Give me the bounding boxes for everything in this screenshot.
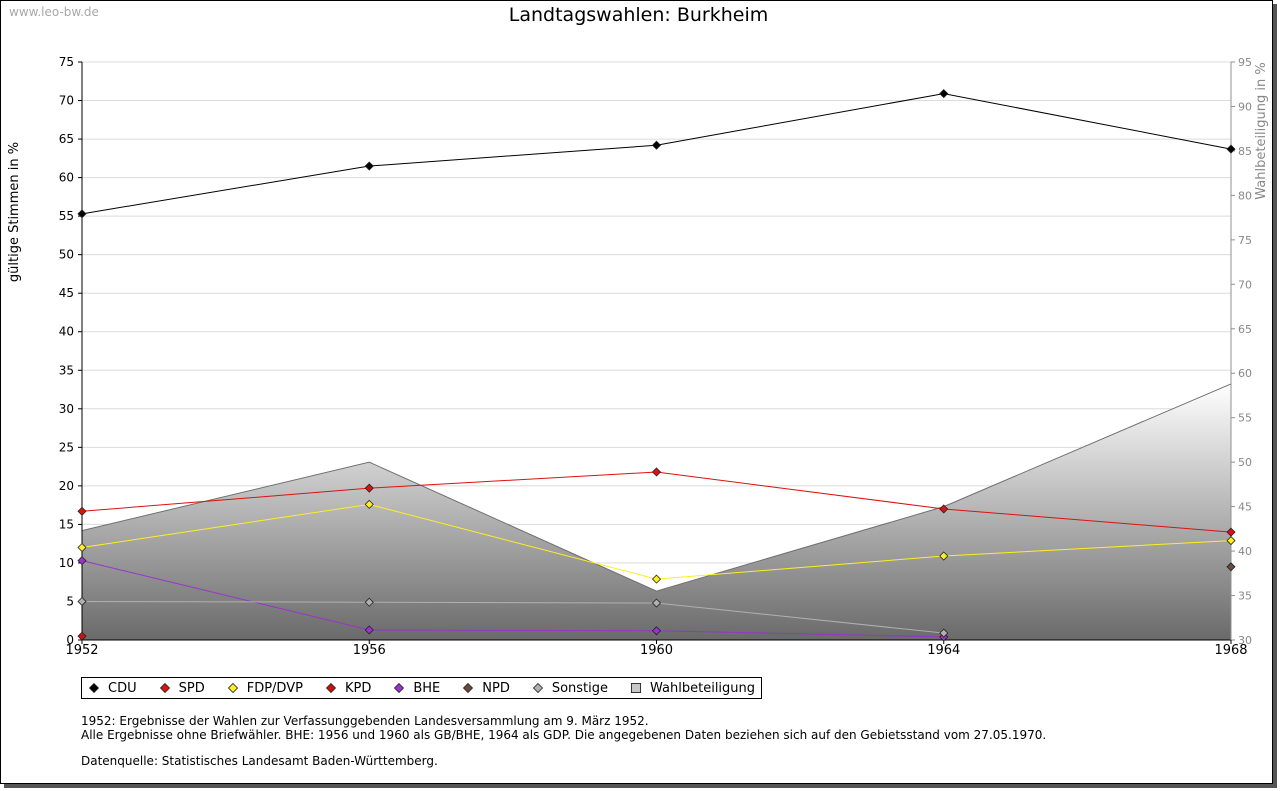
fdp-dvp-point (1226, 536, 1236, 546)
cdu-point (77, 209, 87, 219)
y-tick-label: 65 (59, 132, 74, 146)
y2-tick-label: 50 (1238, 456, 1252, 469)
y-tick-label: 20 (59, 479, 74, 493)
y2-tick-label: 40 (1238, 545, 1252, 558)
legend-label-npd: NPD (482, 680, 510, 696)
legend-swatch-bhe (394, 682, 405, 694)
y2-tick-label: 70 (1238, 278, 1252, 291)
watermark: www.leo-bw.de (9, 5, 99, 19)
bhe-point (364, 625, 374, 635)
y2-tick-label: 90 (1238, 100, 1252, 113)
y-tick-label: 70 (59, 94, 74, 108)
x-tick-label: 1968 (1214, 643, 1247, 658)
legend-item-npd: NPD (462, 681, 510, 696)
y2-axis-label: Wahlbeteiligung in % (1254, 62, 1269, 199)
x-tick-label: 1960 (640, 643, 673, 658)
cdu-point (939, 89, 949, 99)
cdu-line (81, 93, 1232, 215)
y-tick-label: 60 (59, 171, 74, 185)
data-source: Datenquelle: Statistisches Landesamt Bad… (81, 754, 438, 768)
legend-label-sonstige: Sonstige (551, 680, 609, 696)
y-tick-label: 0 (66, 633, 74, 647)
y2-tick-label: 55 (1238, 412, 1252, 425)
spd-point (939, 504, 949, 514)
y-tick-label: 25 (59, 440, 74, 454)
legend-item-wahlbeteiligung: Wahlbeteiligung (630, 681, 755, 696)
y2-tick-label: 60 (1238, 367, 1252, 380)
y2-tick-label: 95 (1238, 56, 1252, 69)
cdu-point (651, 140, 662, 150)
legend-swatch-wahlbeteiligung (631, 683, 642, 693)
fdp-dvp-point (77, 542, 87, 553)
bhe-line (81, 560, 944, 638)
note-line-1: 1952: Ergebnisse der Wahlen zur Verfassu… (81, 714, 649, 728)
x-tick-label: 1956 (353, 643, 386, 658)
y-tick-label: 15 (59, 517, 74, 531)
legend-item-bhe: BHE (393, 681, 440, 696)
legend-swatch-npd (463, 682, 474, 694)
y2-tick-label: 65 (1238, 323, 1252, 336)
legend-label-cdu: CDU (108, 680, 137, 696)
legend-swatch-kpd (325, 682, 337, 694)
fdp-dvp-point (364, 499, 374, 509)
sonstige-point (651, 598, 662, 608)
legend-label-spd: SPD (178, 680, 205, 696)
turnout-area (82, 383, 1231, 640)
y-tick-label: 30 (59, 402, 74, 416)
legend: CDU SPD FDP/DVP KPD BHE NPD Sonstige Wahlbeteil… (81, 677, 763, 699)
fdp-dvp-point (939, 551, 949, 561)
y-tick-label: 45 (59, 286, 74, 300)
spd-point (651, 467, 662, 477)
spd-point (364, 483, 374, 493)
sonstige-point (77, 596, 87, 607)
y-tick-label: 55 (59, 209, 74, 223)
chart-svg: 0 5 10 15 20 25 30 35 40 45 50 55 60 65 70 75 30 35 40 45 50… (7, 55, 1269, 658)
x-tick-label: 1952 (65, 643, 98, 658)
cdu-point (1226, 144, 1236, 154)
legend-swatch-fdp-dvp (227, 682, 238, 694)
y2-tick-label: 75 (1238, 234, 1252, 247)
legend-label-bhe: BHE (413, 680, 441, 696)
legend-swatch-sonstige (532, 682, 543, 694)
legend-swatch-cdu (88, 682, 100, 694)
y2-tick-label: 85 (1238, 145, 1252, 158)
y-axis-label: gültige Stimmen in % (7, 142, 22, 282)
kpd-point (77, 631, 87, 641)
cdu-point (364, 161, 374, 171)
fdp-dvp-point (651, 574, 662, 584)
legend-item-fdp-dvp: FDP/DVP (227, 681, 303, 696)
y-tick-label: 75 (59, 55, 74, 69)
y-tick-label: 50 (59, 248, 74, 262)
legend-item-kpd: KPD (325, 681, 371, 696)
y-tick-label: 5 (66, 594, 74, 608)
sonstige-point (939, 628, 949, 638)
spd-point (77, 506, 87, 516)
chart-title: Landtagswahlen: Burkheim (508, 4, 769, 26)
bhe-point (77, 556, 87, 566)
y-tick-label: 10 (59, 556, 74, 570)
y2-tick-label: 35 (1238, 590, 1252, 603)
legend-item-sonstige: Sonstige (532, 681, 608, 696)
note-line-2: Alle Ergebnisse ohne Briefwähler. BHE: 1… (81, 728, 1047, 742)
legend-swatch-spd (159, 682, 170, 694)
legend-label-fdp-dvp: FDP/DVP (246, 680, 303, 696)
npd-point (1226, 562, 1236, 572)
sonstige-point (364, 597, 374, 607)
y2-tick-label: 30 (1238, 634, 1252, 647)
bhe-point (651, 626, 662, 636)
sonstige-line (81, 600, 944, 634)
notes: 1952: Ergebnisse der Wahlen zur Verfassu… (81, 714, 1046, 768)
y2-tick-label: 45 (1238, 501, 1252, 514)
legend-label-wahlbeteiligung: Wahlbeteiligung (650, 680, 756, 696)
y2-tick-label: 80 (1238, 189, 1252, 202)
x-tick-label: 1964 (927, 643, 960, 658)
y-tick-label: 35 (59, 363, 74, 377)
y-tick-label: 40 (59, 325, 74, 339)
legend-item-spd: SPD (159, 681, 205, 696)
turnout-line (81, 383, 1232, 592)
legend-item-cdu: CDU (88, 681, 137, 696)
legend-label-kpd: KPD (344, 680, 372, 696)
